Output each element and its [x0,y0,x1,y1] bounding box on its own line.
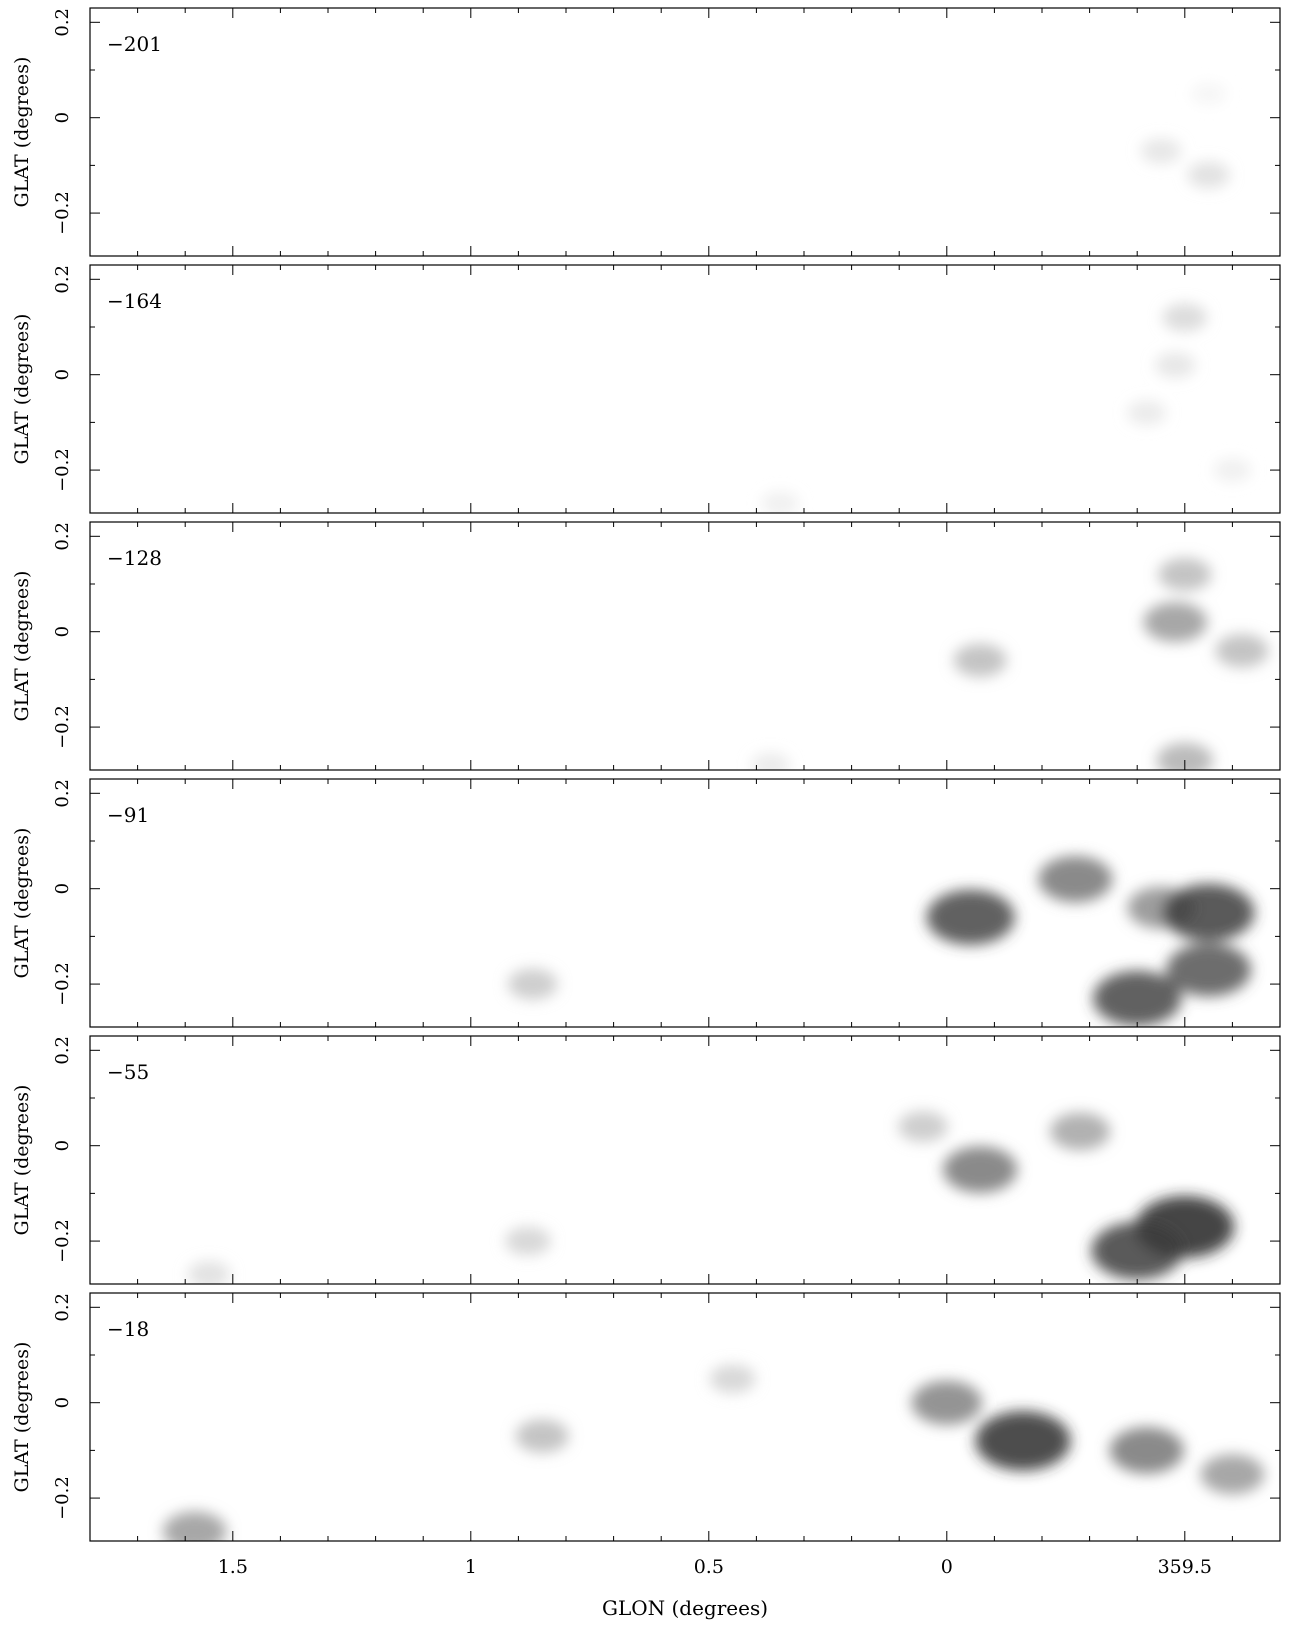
x-tick-label: 0.5 [694,1556,724,1578]
y-tick-label: 0 [52,883,73,894]
x-axis-label: GLON (degrees) [602,1596,768,1620]
emission-blob [1200,1454,1265,1495]
panel-velocity-label: −201 [107,32,162,56]
panel-frame [89,1292,1281,1542]
emission-blob [953,643,1007,677]
panel-velocity-label: −55 [107,1060,149,1084]
y-axis-label: GLAT (degrees) [11,571,33,722]
y-axis-label: GLAT (degrees) [11,314,33,465]
emission-blob [504,1226,551,1256]
emission-blob [1162,883,1255,942]
panel-frame [89,521,1281,771]
y-tick-label: 0.2 [52,8,73,37]
panels: 0.2 0 −0.2 GLAT (degrees) −201 0.2 0 −0.2 GLAT (… [11,7,1281,1578]
emission-blob [1166,943,1251,997]
emission-blob [1213,458,1252,482]
emission-blob [1215,634,1269,668]
emission-blob [709,1364,756,1394]
y-tick-label: −0.2 [52,705,73,749]
panel-frame [89,7,1281,257]
panel-velocity-label: −91 [107,803,149,827]
emission-blob [1158,557,1212,592]
y-axis-label: GLAT (degrees) [11,828,33,979]
panel-5: 0.2 0 −0.2 GLAT (degrees) −18 [11,1292,1281,1542]
panel-frame [89,264,1281,514]
emission-blob [187,1261,231,1284]
emission-blob [1190,82,1227,105]
emission-blob [926,889,1015,945]
emission-blob [1038,855,1113,903]
emission-blob [943,1146,1018,1193]
emission-blob [975,1411,1071,1471]
y-tick-label: 0.2 [52,1293,73,1322]
y-tick-label: 0 [52,1397,73,1408]
y-tick-label: 0.2 [52,1036,73,1065]
panel-0: 0.2 0 −0.2 GLAT (degrees) −201 [11,7,1281,257]
panel-2: 0.2 0 −0.2 GLAT (degrees) −128 [11,521,1281,771]
panel-frame [89,1035,1281,1285]
panel-frame [89,778,1281,1028]
panel-velocity-label: −18 [107,1317,149,1341]
emission-blob [1156,742,1214,770]
y-axis-label: GLAT (degrees) [11,1342,33,1493]
x-tick-label: 1.5 [218,1556,248,1578]
emission-blob [1140,138,1182,164]
emission-blob [1091,1221,1184,1280]
emission-blob [898,1111,948,1143]
y-tick-label: −0.2 [52,191,73,235]
emission-blob [507,968,558,1000]
y-tick-label: −0.2 [52,962,73,1006]
x-tick-label: 1 [465,1556,477,1578]
y-tick-label: −0.2 [52,1219,73,1263]
panel-1: 0.2 0 −0.2 GLAT (degrees) −164 [11,264,1281,514]
y-tick-label: 0.2 [52,779,73,808]
emission-blob [1162,303,1208,332]
y-axis-label: GLAT (degrees) [11,1085,33,1236]
y-tick-label: 0 [52,1140,73,1151]
panel-3: 0.2 0 −0.2 GLAT (degrees) −91 [11,778,1281,1028]
emission-blob [1093,970,1182,1026]
y-tick-label: −0.2 [52,448,73,492]
panel-velocity-label: −164 [107,289,162,313]
emission-blob [751,753,791,770]
emission-blob [761,491,800,513]
y-tick-label: 0 [52,626,73,637]
emission-blob [1155,352,1196,378]
y-axis-label: GLAT (degrees) [11,57,33,208]
emission-blob [1143,602,1208,643]
emission-blob [162,1511,227,1541]
y-tick-label: 0 [52,369,73,380]
x-tick-label: 0 [941,1556,953,1578]
panel-4: 0.2 0 −0.2 GLAT (degrees) −55 [11,1035,1281,1285]
emission-blob [1109,1427,1184,1474]
emission-blob [1187,161,1230,189]
x-tick-label: 359.5 [1158,1556,1212,1578]
y-tick-label: 0.2 [52,522,73,551]
y-tick-label: 0 [52,112,73,123]
panel-velocity-label: −128 [107,546,162,570]
emission-blob [1050,1112,1111,1151]
y-tick-label: 0.2 [52,265,73,294]
emission-blob [911,1380,983,1425]
emission-blob [515,1419,569,1453]
y-tick-label: −0.2 [52,1476,73,1520]
emission-blob [1127,400,1167,426]
